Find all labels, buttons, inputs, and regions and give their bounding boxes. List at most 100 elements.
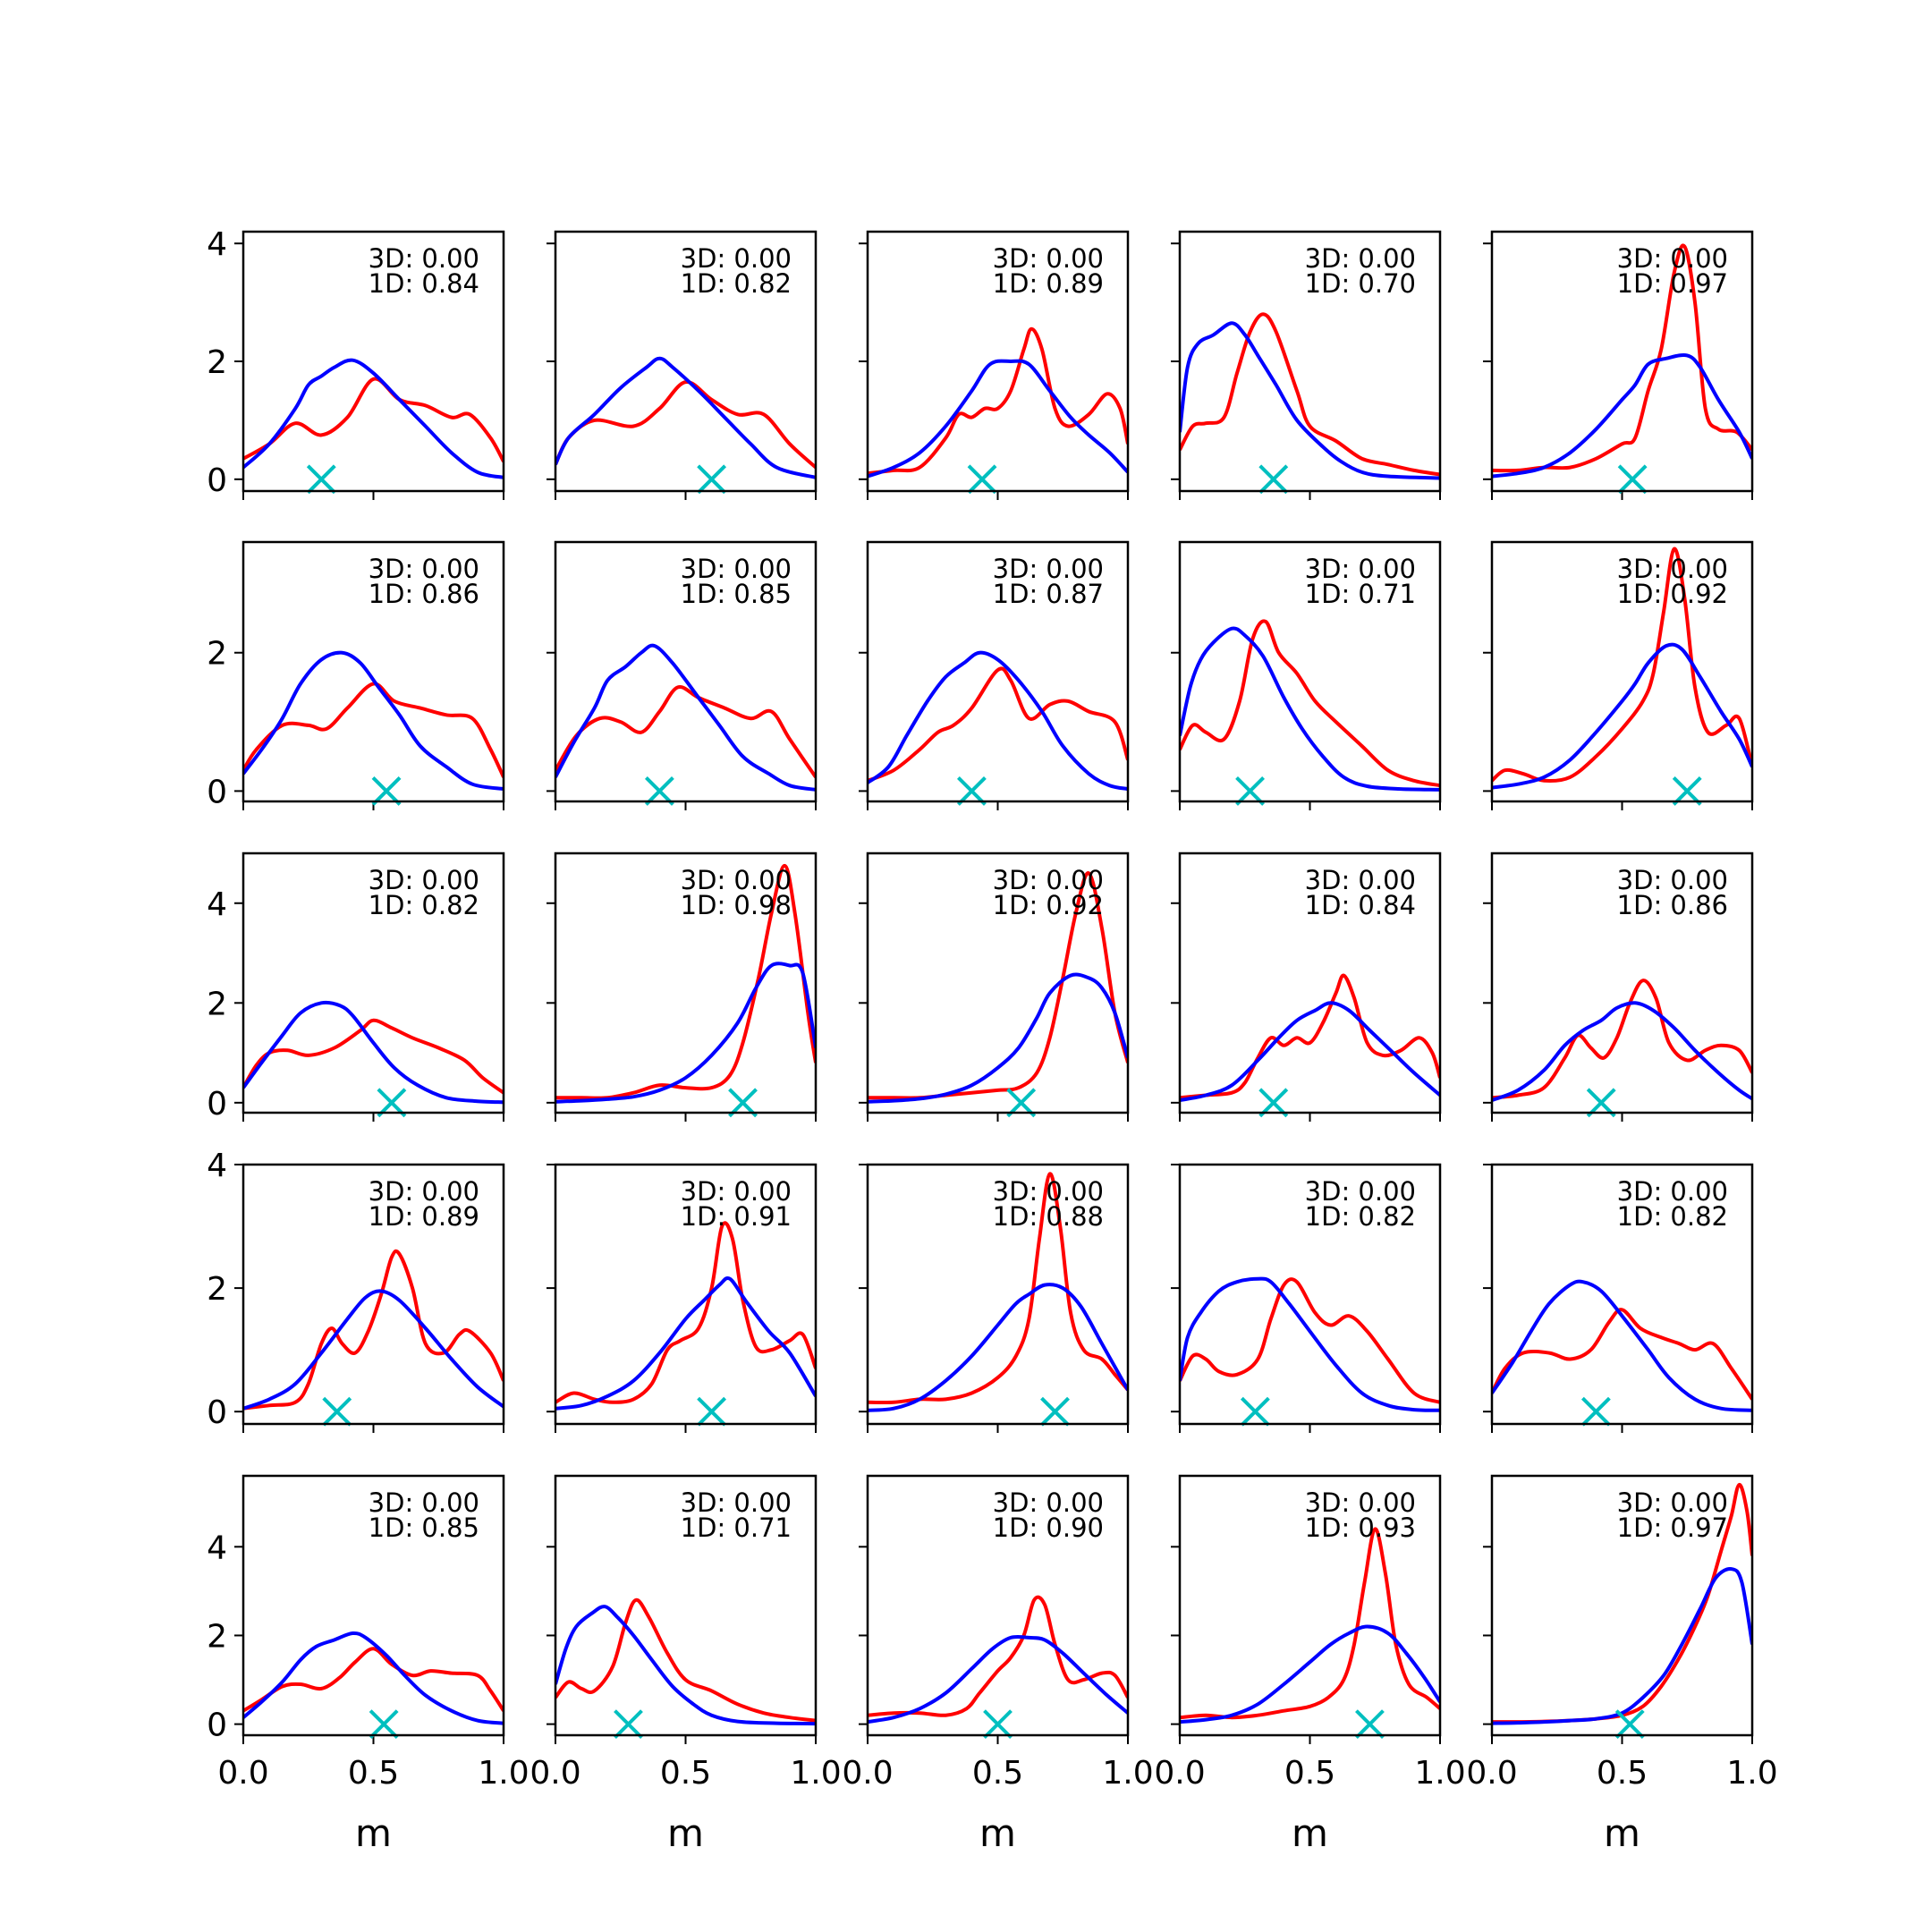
x-tick-label: 0.5 bbox=[972, 1755, 1023, 1792]
x-axis-label: m bbox=[979, 1811, 1016, 1855]
x-tick-label: 1.0 bbox=[1414, 1755, 1465, 1792]
x-marker bbox=[967, 464, 997, 495]
x-axis-label: m bbox=[667, 1811, 704, 1855]
panel-annotation: 1D: 0.97 bbox=[1617, 1513, 1728, 1543]
axes-frame bbox=[554, 1163, 818, 1426]
blue-series-line bbox=[243, 358, 504, 479]
x-tick-label: 0.0 bbox=[530, 1755, 580, 1792]
axes-frame bbox=[1490, 540, 1754, 803]
y-tick-label: 0 bbox=[207, 1086, 227, 1123]
x-marker bbox=[983, 1709, 1013, 1740]
x-tick-label: 0.5 bbox=[660, 1755, 711, 1792]
red-series-line bbox=[243, 682, 504, 778]
panel-annotation: 1D: 0.93 bbox=[1305, 1513, 1416, 1543]
axes-frame bbox=[242, 1163, 505, 1426]
y-tick-label: 4 bbox=[207, 1148, 227, 1184]
x-tick-label: 0.5 bbox=[1284, 1755, 1335, 1792]
blue-series-line bbox=[1492, 1566, 1752, 1725]
y-tick-label: 2 bbox=[207, 344, 227, 381]
panel-annotation: 1D: 0.88 bbox=[993, 1201, 1104, 1232]
red-series-line bbox=[1180, 1527, 1440, 1720]
panel-annotation: 3D: 0.00 bbox=[993, 554, 1104, 584]
panel-annotation: 3D: 0.00 bbox=[681, 1176, 792, 1207]
panel-annotation: 3D: 0.00 bbox=[1617, 243, 1728, 274]
blue-series-line bbox=[1492, 1001, 1752, 1102]
blue-series-line bbox=[555, 356, 816, 479]
y-tick-label: 2 bbox=[207, 1271, 227, 1308]
panel-annotation: 3D: 0.00 bbox=[681, 865, 792, 895]
red-series-line bbox=[1180, 1277, 1440, 1404]
axes-frame bbox=[554, 230, 818, 493]
x-axis-label: m bbox=[1292, 1811, 1328, 1855]
blue-series-line bbox=[1492, 642, 1752, 790]
panel-annotation: 1D: 0.71 bbox=[681, 1513, 792, 1543]
panel-annotation: 3D: 0.00 bbox=[993, 1176, 1104, 1207]
x-marker bbox=[369, 1709, 399, 1740]
panel-annotation: 1D: 0.82 bbox=[1617, 1201, 1728, 1232]
red-series-line bbox=[1180, 973, 1440, 1100]
red-series-line bbox=[243, 1647, 504, 1713]
panel-annotation: 1D: 0.82 bbox=[369, 890, 479, 920]
axes-frame bbox=[1490, 1163, 1754, 1426]
axes-frame bbox=[1178, 540, 1442, 803]
x-tick-label: 0.5 bbox=[1597, 1755, 1648, 1792]
panel-annotation: 3D: 0.00 bbox=[369, 1176, 479, 1207]
x-axis-label: m bbox=[355, 1811, 392, 1855]
panel-annotation: 1D: 0.90 bbox=[993, 1513, 1104, 1543]
panel-annotation: 1D: 0.82 bbox=[681, 268, 792, 299]
red-series-line bbox=[243, 1249, 504, 1411]
panel-annotation: 1D: 0.98 bbox=[681, 890, 792, 920]
x-tick-label: 0.5 bbox=[348, 1755, 399, 1792]
panel-annotation: 3D: 0.00 bbox=[1305, 865, 1416, 895]
x-marker bbox=[697, 464, 727, 495]
x-marker bbox=[306, 464, 336, 495]
blue-series-line bbox=[243, 1631, 504, 1725]
panel-annotation: 3D: 0.00 bbox=[369, 1487, 479, 1518]
axes-frame bbox=[242, 852, 505, 1114]
red-series-line bbox=[1492, 243, 1752, 473]
panel-annotation: 3D: 0.00 bbox=[1617, 865, 1728, 895]
panel-annotation: 1D: 0.89 bbox=[993, 268, 1104, 299]
axes-frame bbox=[866, 540, 1130, 803]
blue-series-line bbox=[555, 643, 816, 792]
blue-series-line bbox=[555, 1276, 816, 1411]
panel-annotation: 3D: 0.00 bbox=[681, 243, 792, 274]
axes-frame bbox=[1490, 852, 1754, 1114]
x-marker bbox=[322, 1396, 352, 1427]
panel-annotation: 3D: 0.00 bbox=[1305, 1176, 1416, 1207]
blue-series-line bbox=[1492, 353, 1752, 479]
panel-annotation: 1D: 0.89 bbox=[369, 1201, 479, 1232]
panel-annotation: 3D: 0.00 bbox=[1305, 554, 1416, 584]
panel-annotation: 1D: 0.86 bbox=[369, 579, 479, 609]
red-series-line bbox=[1180, 619, 1440, 788]
y-tick-label: 4 bbox=[207, 1530, 227, 1566]
axes-frame bbox=[1178, 1163, 1442, 1426]
panel-annotation: 1D: 0.71 bbox=[1305, 579, 1416, 609]
axes-frame bbox=[866, 1474, 1130, 1737]
panel-annotation: 1D: 0.84 bbox=[369, 268, 479, 299]
axes-frame bbox=[1178, 1474, 1442, 1737]
panel-annotation: 3D: 0.00 bbox=[1305, 1487, 1416, 1518]
panel-annotation: 3D: 0.00 bbox=[681, 554, 792, 584]
blue-series-line bbox=[868, 1283, 1128, 1412]
panel-annotation: 3D: 0.00 bbox=[1305, 243, 1416, 274]
panel-annotation: 3D: 0.00 bbox=[1617, 1487, 1728, 1518]
red-series-line bbox=[1492, 1308, 1752, 1401]
axes-frame bbox=[242, 540, 505, 803]
